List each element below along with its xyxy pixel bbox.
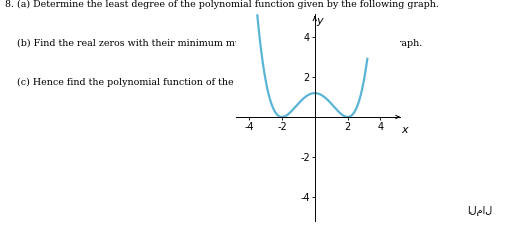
Text: (b) Find the real zeros with their minimum multiplicity and y-intercept of the g: (b) Find the real zeros with their minim… bbox=[5, 39, 422, 48]
Text: (c) Hence find the polynomial function of the graph.: (c) Hence find the polynomial function o… bbox=[5, 78, 268, 87]
Text: المال: المال bbox=[467, 206, 492, 216]
Text: 8. (a) Determine the least degree of the polynomial function given by the follow: 8. (a) Determine the least degree of the… bbox=[5, 0, 439, 9]
Text: x: x bbox=[401, 125, 408, 135]
Text: y: y bbox=[317, 16, 323, 27]
